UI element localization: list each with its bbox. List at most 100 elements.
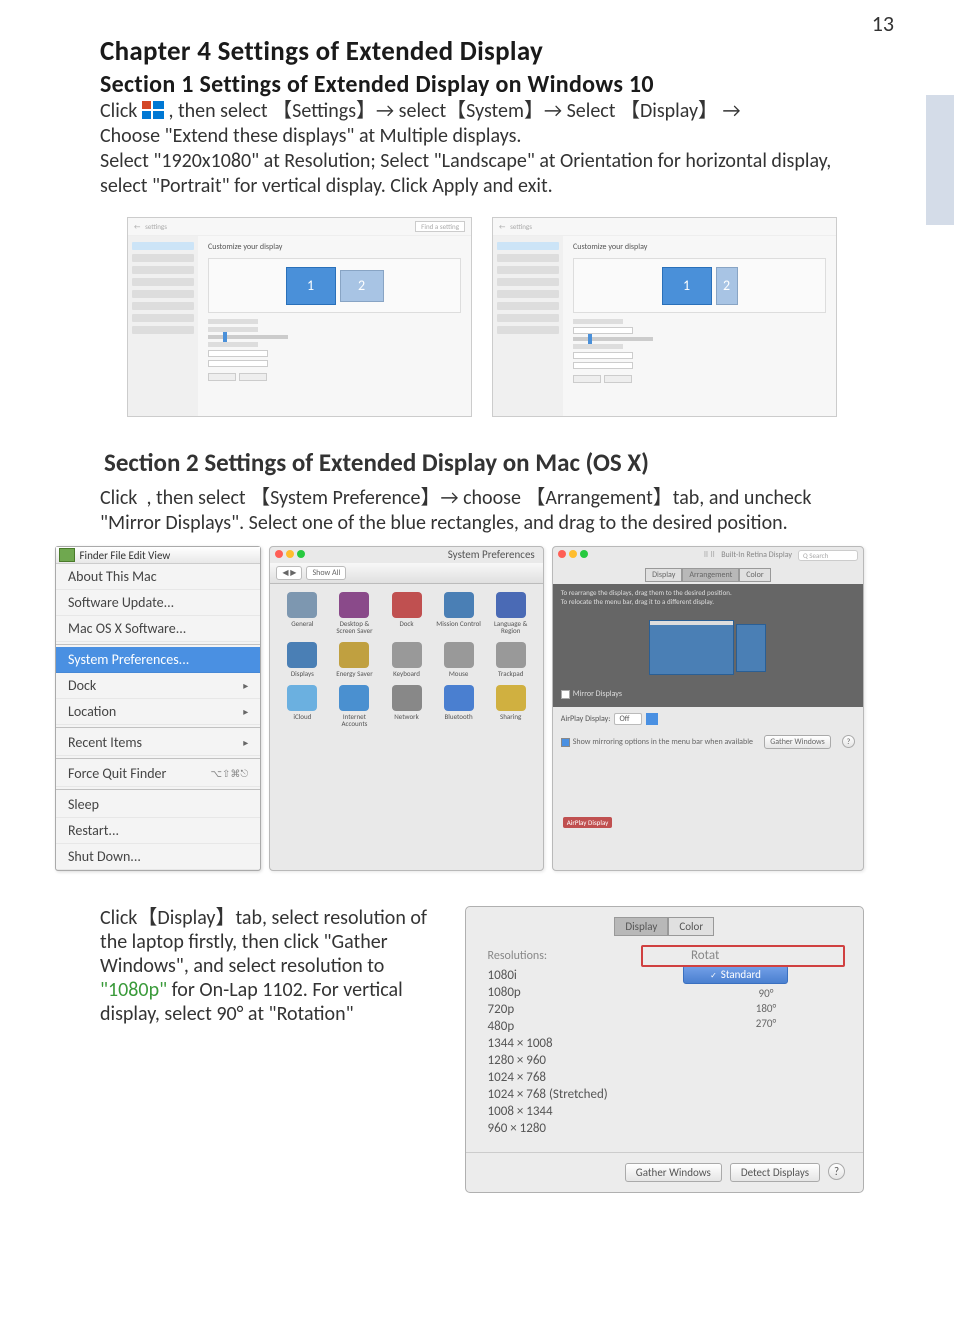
brightness-slider[interactable] bbox=[208, 335, 461, 339]
zoom-icon[interactable] bbox=[580, 550, 588, 558]
display-rect-1[interactable] bbox=[649, 620, 734, 675]
rotation-option[interactable]: 270° bbox=[691, 1016, 841, 1031]
prefs-cell[interactable]: Mouse bbox=[435, 642, 483, 677]
prefs-cell[interactable]: Keyboard bbox=[382, 642, 430, 677]
sidebar-item[interactable] bbox=[497, 314, 559, 322]
menu-item-system-preferences[interactable]: System Preferences... bbox=[56, 647, 260, 673]
prefs-cell[interactable]: Bluetooth bbox=[435, 685, 483, 727]
apply-button[interactable] bbox=[208, 373, 236, 381]
prefs-cell[interactable]: Dock bbox=[382, 592, 430, 634]
resolution-columns: Resolutions: 1080i1080p720p480p1344 × 10… bbox=[466, 944, 863, 1152]
tab-color[interactable]: Color bbox=[668, 917, 714, 936]
menu-item-shutdown[interactable]: Shut Down... bbox=[56, 844, 260, 870]
menu-item-dock[interactable]: Dock▸ bbox=[56, 673, 260, 699]
resolution-item[interactable]: 1080i bbox=[488, 967, 661, 984]
mirror-checkbox[interactable] bbox=[561, 690, 570, 699]
menu-item-force-quit[interactable]: Force Quit Finder⌥⇧⌘⎋ bbox=[56, 761, 260, 787]
sidebar-item[interactable] bbox=[497, 302, 559, 310]
rotation-option[interactable]: 180° bbox=[691, 1001, 841, 1016]
prefs-icon bbox=[496, 685, 526, 711]
menu-item-recent[interactable]: Recent Items▸ bbox=[56, 730, 260, 756]
sidebar-item[interactable] bbox=[497, 326, 559, 334]
sidebar-item[interactable] bbox=[497, 266, 559, 274]
prefs-cell[interactable]: Network bbox=[382, 685, 430, 727]
rotation-select[interactable]: ✓Standard bbox=[683, 965, 788, 984]
show-mirror-checkbox[interactable] bbox=[561, 738, 570, 747]
sidebar-item[interactable] bbox=[132, 242, 194, 250]
monitor-2[interactable]: 2 bbox=[340, 270, 384, 302]
rotation-column: Rotat ✓Standard 90°180°270° bbox=[691, 949, 841, 1137]
monitor-2[interactable]: 2 bbox=[716, 267, 738, 305]
prefs-cell[interactable]: Internet Accounts bbox=[330, 685, 378, 727]
monitor-1[interactable]: 1 bbox=[662, 267, 712, 305]
tab-display[interactable]: Display bbox=[645, 568, 682, 582]
brightness-slider[interactable] bbox=[573, 337, 826, 341]
section1-text-a: Click bbox=[100, 99, 142, 123]
help-button[interactable]: ? bbox=[828, 1163, 845, 1180]
resolution-item[interactable]: 480p bbox=[488, 1018, 661, 1035]
menu-item-software-update[interactable]: Software Update... bbox=[56, 590, 260, 616]
sidebar-item[interactable] bbox=[132, 314, 194, 322]
opt-row bbox=[208, 327, 461, 332]
tab-color[interactable]: Color bbox=[739, 568, 770, 582]
win-b-sidebar bbox=[493, 236, 563, 416]
prefs-cell[interactable]: Displays bbox=[278, 642, 326, 677]
prefs-cell[interactable]: Language & Region bbox=[487, 592, 535, 634]
resolution-item[interactable]: 1008 × 1344 bbox=[488, 1103, 661, 1120]
apply-button[interactable] bbox=[573, 375, 601, 383]
monitor-preview: 1 2 bbox=[208, 258, 461, 313]
prefs-cell[interactable]: Desktop & Screen Saver bbox=[330, 592, 378, 634]
sidebar-item[interactable] bbox=[497, 278, 559, 286]
detect-displays-button[interactable]: Detect Displays bbox=[730, 1163, 820, 1182]
close-icon[interactable] bbox=[558, 550, 566, 558]
sidebar-item[interactable] bbox=[132, 326, 194, 334]
show-all-button[interactable]: Show All bbox=[306, 566, 346, 580]
prefs-cell[interactable]: Sharing bbox=[487, 685, 535, 727]
search-input[interactable]: Q Search bbox=[798, 550, 858, 561]
gather-windows-button[interactable]: Gather Windows bbox=[764, 735, 831, 749]
nav-back[interactable]: ◀ ▶ bbox=[276, 566, 302, 580]
resolution-item[interactable]: 1024 × 768 bbox=[488, 1069, 661, 1086]
menu-item-restart[interactable]: Restart... bbox=[56, 818, 260, 844]
menu-item-about[interactable]: About This Mac bbox=[56, 564, 260, 590]
resolution-item[interactable]: 960 × 1280 bbox=[488, 1120, 661, 1137]
cancel-button[interactable] bbox=[239, 373, 267, 381]
rotation-option[interactable]: 90° bbox=[691, 986, 841, 1001]
sidebar-item[interactable] bbox=[497, 290, 559, 298]
prefs-label: General bbox=[278, 620, 326, 627]
display-rect-2[interactable] bbox=[736, 624, 766, 672]
resolution-item[interactable]: 1280 × 960 bbox=[488, 1052, 661, 1069]
tab-display[interactable]: Display bbox=[614, 917, 668, 936]
cancel-button[interactable] bbox=[604, 375, 632, 383]
sidebar-item[interactable] bbox=[132, 302, 194, 310]
menu-item-sleep[interactable]: Sleep bbox=[56, 792, 260, 818]
menu-item-osx-software[interactable]: Mac OS X Software... bbox=[56, 616, 260, 642]
sidebar-item[interactable] bbox=[497, 242, 559, 250]
prefs-label: Desktop & Screen Saver bbox=[330, 620, 378, 634]
resolution-item[interactable]: 720p bbox=[488, 1001, 661, 1018]
apple-menu-icon[interactable] bbox=[59, 548, 75, 562]
sidebar-item[interactable] bbox=[132, 266, 194, 274]
resolution-item[interactable]: 1080p bbox=[488, 984, 661, 1001]
sidebar-item[interactable] bbox=[132, 278, 194, 286]
sidebar-item[interactable] bbox=[497, 254, 559, 262]
prefs-cell[interactable]: Mission Control bbox=[435, 592, 483, 634]
prefs-cell[interactable]: General bbox=[278, 592, 326, 634]
tab-arrangement[interactable]: Arrangement bbox=[682, 568, 739, 582]
airplay-select[interactable]: Off bbox=[614, 713, 642, 725]
sidebar-item[interactable] bbox=[132, 254, 194, 262]
search-input[interactable]: Find a setting bbox=[415, 221, 465, 232]
menu-item-location[interactable]: Location▸ bbox=[56, 699, 260, 725]
minimize-icon[interactable] bbox=[569, 550, 577, 558]
resolution-item[interactable]: 1024 × 768 (Stretched) bbox=[488, 1086, 661, 1103]
win-a-topbar: ← settings Find a setting bbox=[128, 218, 471, 236]
resolution-item[interactable]: 1344 × 1008 bbox=[488, 1035, 661, 1052]
sidebar-item[interactable] bbox=[132, 290, 194, 298]
prefs-cell[interactable]: Trackpad bbox=[487, 642, 535, 677]
monitor-1[interactable]: 1 bbox=[286, 267, 336, 305]
prefs-cell[interactable]: Energy Saver bbox=[330, 642, 378, 677]
bottom-text: Click【Display】tab, select resolution of … bbox=[100, 906, 440, 1193]
gather-windows-button[interactable]: Gather Windows bbox=[625, 1163, 722, 1182]
help-button[interactable]: ? bbox=[842, 735, 855, 748]
prefs-cell[interactable]: iCloud bbox=[278, 685, 326, 727]
